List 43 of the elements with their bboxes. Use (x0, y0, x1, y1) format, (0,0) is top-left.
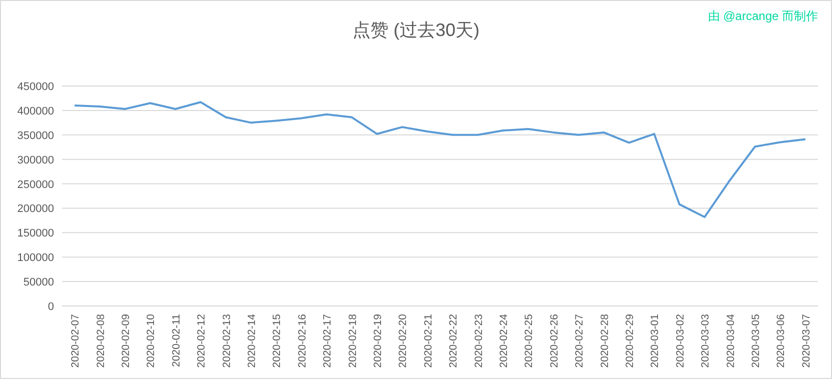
x-tick-label: 2020-02-10 (145, 314, 158, 368)
x-tick-label: 2020-02-12 (196, 314, 208, 368)
y-tick-label: 400000 (17, 105, 54, 118)
y-tick-label: 300000 (17, 154, 54, 166)
x-tick-label: 2020-02-07 (70, 314, 82, 368)
x-tick-label: 2020-03-07 (800, 314, 812, 368)
x-tick-label: 2020-02-14 (246, 314, 258, 368)
x-tick-label: 2020-02-25 (523, 314, 536, 368)
x-tick-label: 2020-02-21 (422, 314, 434, 368)
x-tick-label: 2020-03-01 (649, 314, 662, 368)
y-tick-label: 200000 (17, 203, 54, 216)
x-tick-label: 2020-02-15 (271, 314, 284, 368)
x-tick-label: 2020-02-29 (624, 314, 636, 368)
y-tick-label: 0 (48, 301, 54, 313)
x-tick-label: 2020-02-08 (94, 314, 107, 368)
x-tick-label: 2020-02-26 (548, 314, 560, 368)
x-tick-label: 2020-03-05 (750, 314, 762, 368)
x-tick-label: 2020-03-02 (674, 314, 686, 368)
x-tick-label: 2020-02-16 (296, 314, 308, 368)
y-tick-label: 350000 (17, 130, 54, 142)
x-tick-label: 2020-02-27 (574, 314, 586, 368)
x-tick-label: 2020-02-09 (120, 314, 132, 368)
x-tick-label: 2020-02-23 (472, 314, 485, 368)
x-tick-label: 2020-02-22 (448, 314, 460, 368)
line-series (74, 101, 806, 218)
y-tick-label: 150000 (17, 228, 54, 240)
y-tick-label: 50000 (23, 276, 54, 289)
x-tick-label: 2020-02-20 (397, 314, 410, 368)
chart-title: 点赞 (过去30天) (352, 20, 480, 40)
x-tick-label: 2020-02-28 (598, 314, 611, 368)
x-tick-label: 2020-03-06 (775, 314, 788, 368)
x-tick-label: 2020-02-19 (372, 314, 384, 368)
x-tick-label: 2020-03-04 (724, 314, 737, 368)
text: 由 @arcange 而制作 (708, 9, 818, 23)
y-tick-label: 100000 (17, 252, 54, 264)
x-tick-label: 2020-02-24 (498, 314, 510, 368)
y-tick-label: 250000 (17, 178, 54, 191)
y-tick-label: 450000 (17, 81, 54, 93)
x-tick-label: 2020-03-03 (700, 314, 712, 368)
x-tick-label: 2020-02-11 (170, 314, 182, 367)
x-tick-label: 2020-02-18 (346, 314, 359, 368)
x-tick-label: 2020-02-17 (322, 314, 334, 368)
x-tick-label: 2020-02-13 (220, 314, 233, 368)
